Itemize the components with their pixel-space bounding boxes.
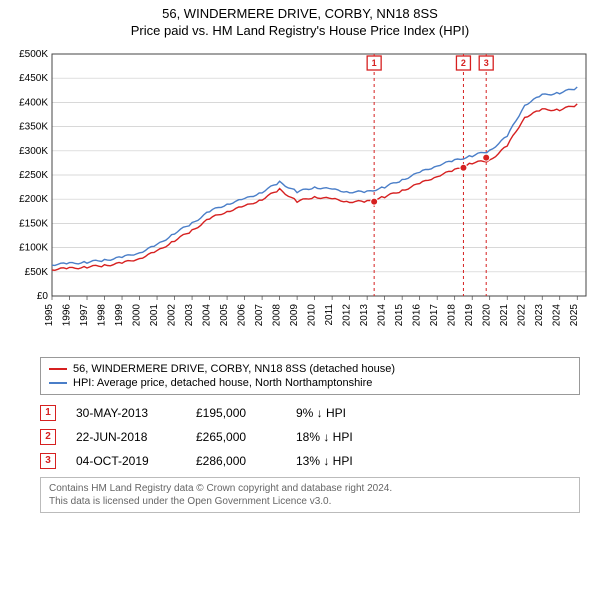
title-block: 56, WINDERMERE DRIVE, CORBY, NN18 8SS Pr…	[0, 0, 600, 42]
svg-text:£100K: £100K	[19, 242, 48, 253]
svg-text:1996: 1996	[62, 303, 73, 326]
sale-row: 2 22-JUN-2018 £265,000 18% ↓ HPI	[40, 425, 580, 449]
svg-text:£0: £0	[37, 291, 49, 302]
svg-text:1999: 1999	[114, 303, 125, 326]
svg-text:2018: 2018	[447, 303, 458, 326]
svg-text:£50K: £50K	[25, 267, 49, 278]
sale-marker: 3	[40, 453, 56, 469]
svg-text:2025: 2025	[569, 303, 580, 326]
svg-text:2017: 2017	[429, 303, 440, 326]
legend-row: HPI: Average price, detached house, Nort…	[49, 376, 571, 390]
svg-text:£200K: £200K	[19, 194, 48, 205]
svg-text:2020: 2020	[482, 303, 493, 326]
footer-attribution: Contains HM Land Registry data © Crown c…	[40, 477, 580, 513]
sale-date: 30-MAY-2013	[76, 406, 176, 420]
sale-marker: 1	[40, 405, 56, 421]
sale-diff: 13% ↓ HPI	[296, 454, 386, 468]
legend-swatch	[49, 368, 67, 370]
svg-text:1997: 1997	[79, 303, 90, 326]
sale-diff: 9% ↓ HPI	[296, 406, 386, 420]
svg-text:£350K: £350K	[19, 121, 48, 132]
svg-text:2012: 2012	[342, 303, 353, 326]
svg-text:1995: 1995	[44, 303, 55, 326]
svg-text:2022: 2022	[517, 303, 528, 326]
sale-date: 04-OCT-2019	[76, 454, 176, 468]
legend-swatch	[49, 382, 67, 384]
svg-text:2001: 2001	[149, 303, 160, 326]
title-line-1: 56, WINDERMERE DRIVE, CORBY, NN18 8SS	[0, 6, 600, 23]
sale-marker: 2	[40, 429, 56, 445]
svg-text:£150K: £150K	[19, 218, 48, 229]
sale-diff: 18% ↓ HPI	[296, 430, 386, 444]
sale-price: £265,000	[196, 430, 276, 444]
svg-text:2009: 2009	[289, 303, 300, 326]
svg-text:£450K: £450K	[19, 73, 48, 84]
svg-text:2015: 2015	[394, 303, 405, 326]
sale-row: 3 04-OCT-2019 £286,000 13% ↓ HPI	[40, 449, 580, 473]
svg-text:2014: 2014	[377, 303, 388, 326]
line-chart-svg: £0 £50K £100K £150K £200K £250K £300K £350K £400…	[8, 46, 592, 346]
svg-text:£500K: £500K	[19, 49, 48, 60]
svg-text:2011: 2011	[324, 303, 335, 325]
svg-text:2003: 2003	[184, 303, 195, 326]
svg-text:1998: 1998	[97, 303, 108, 326]
svg-text:2008: 2008	[272, 303, 283, 326]
svg-text:2: 2	[461, 58, 466, 68]
chart-area: £0 £50K £100K £150K £200K £250K £300K £350K £400…	[8, 46, 592, 351]
sale-row: 1 30-MAY-2013 £195,000 9% ↓ HPI	[40, 401, 580, 425]
footer-line-1: Contains HM Land Registry data © Crown c…	[49, 482, 571, 495]
svg-text:2005: 2005	[219, 303, 230, 326]
svg-text:2002: 2002	[167, 303, 178, 326]
svg-text:£250K: £250K	[19, 170, 48, 181]
legend-box: 56, WINDERMERE DRIVE, CORBY, NN18 8SS (d…	[40, 357, 580, 395]
svg-text:2004: 2004	[202, 303, 213, 326]
legend-label: 56, WINDERMERE DRIVE, CORBY, NN18 8SS (d…	[73, 363, 395, 375]
sale-price: £286,000	[196, 454, 276, 468]
svg-text:1: 1	[372, 58, 377, 68]
svg-text:2010: 2010	[307, 303, 318, 326]
svg-text:£400K: £400K	[19, 97, 48, 108]
svg-text:2016: 2016	[412, 303, 423, 326]
svg-text:2024: 2024	[552, 303, 563, 326]
footer-line-2: This data is licensed under the Open Gov…	[49, 495, 571, 508]
legend-label: HPI: Average price, detached house, Nort…	[73, 377, 372, 389]
legend-row: 56, WINDERMERE DRIVE, CORBY, NN18 8SS (d…	[49, 362, 571, 376]
svg-text:2013: 2013	[359, 303, 370, 326]
svg-text:2000: 2000	[132, 303, 143, 326]
svg-text:2006: 2006	[237, 303, 248, 326]
title-line-2: Price paid vs. HM Land Registry's House …	[0, 23, 600, 40]
chart-container: 56, WINDERMERE DRIVE, CORBY, NN18 8SS Pr…	[0, 0, 600, 590]
svg-text:2007: 2007	[254, 303, 265, 326]
svg-text:2021: 2021	[499, 303, 510, 326]
svg-text:2023: 2023	[534, 303, 545, 326]
sales-table: 1 30-MAY-2013 £195,000 9% ↓ HPI 2 22-JUN-2018…	[40, 401, 580, 473]
sale-date: 22-JUN-2018	[76, 430, 176, 444]
sale-price: £195,000	[196, 406, 276, 420]
svg-text:£300K: £300K	[19, 146, 48, 157]
svg-text:3: 3	[484, 58, 489, 68]
svg-text:2019: 2019	[464, 303, 475, 326]
